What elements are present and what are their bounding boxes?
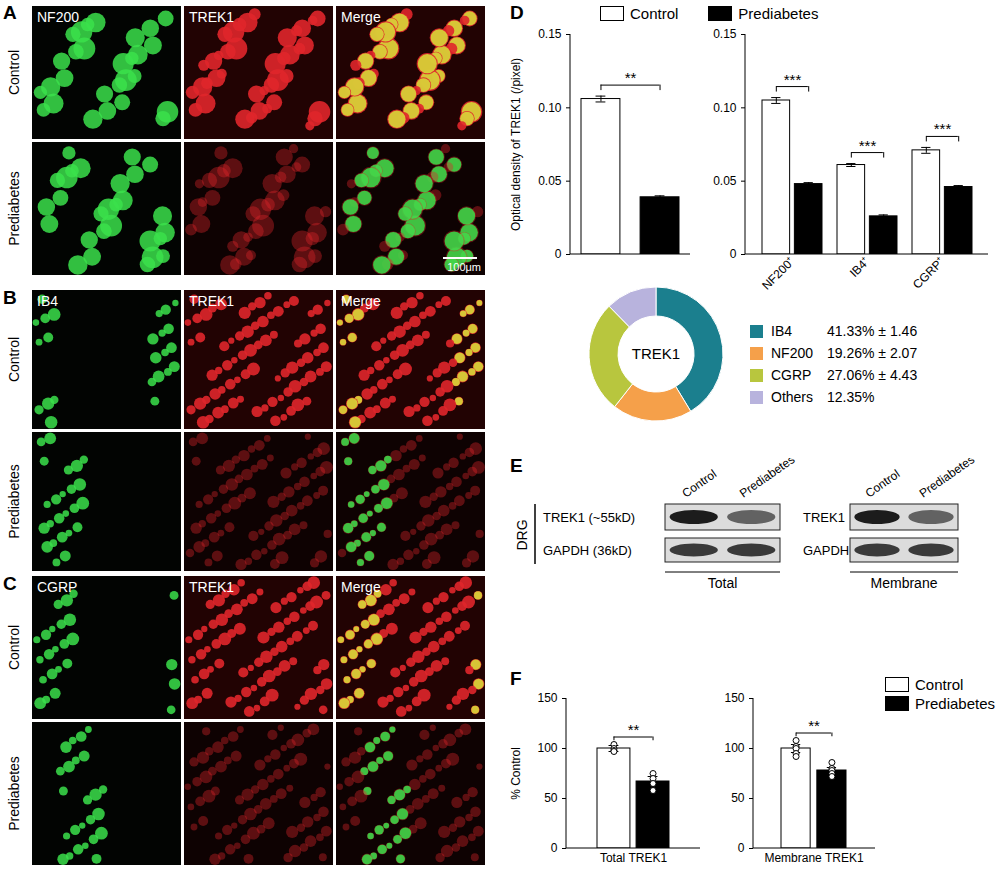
html-text:D: D <box>510 2 524 23</box>
html-text:C: C <box>3 573 17 594</box>
svg-text:**: ** <box>628 721 640 738</box>
html-text:E: E <box>510 455 523 476</box>
svg-text:Prediabetes: Prediabetes <box>737 458 797 500</box>
svg-text:TREK1 (~55kD): TREK1 (~55kD) <box>543 510 635 525</box>
svg-text:GAPDH (36kD): GAPDH (36kD) <box>543 543 632 558</box>
html-text:41.33% ± 1.46: 41.33% ± 1.46 <box>827 323 918 339</box>
svg-text:50: 50 <box>731 791 745 805</box>
svg-text:50: 50 <box>544 791 558 805</box>
svg-text:Optical density of TREK1 (/pix: Optical density of TREK1 (/pixel) <box>509 58 523 231</box>
svg-text:Total: Total <box>708 575 738 591</box>
html-text:CGRP: CGRP <box>771 367 812 383</box>
svg-text:NF200⁺: NF200⁺ <box>759 254 797 292</box>
svg-text:0: 0 <box>730 247 737 261</box>
svg-text:Prediabetes: Prediabetes <box>917 458 977 500</box>
svg-text:100: 100 <box>724 741 744 755</box>
svg-text:CGRP: CGRP <box>37 579 77 595</box>
svg-text:Membrane TREK1: Membrane TREK1 <box>764 851 863 865</box>
svg-text:0: 0 <box>551 841 558 855</box>
html-text:B: B <box>3 287 17 308</box>
svg-text:**: ** <box>808 717 820 734</box>
svg-text:0.05: 0.05 <box>538 174 562 188</box>
html-text:27.06% ± 4.43: 27.06% ± 4.43 <box>827 367 918 383</box>
html-text:Prediabetes: Prediabetes <box>915 695 996 712</box>
svg-text:CGRP⁺: CGRP⁺ <box>910 254 947 291</box>
svg-text:TREK1: TREK1 <box>189 9 234 25</box>
svg-text:0.10: 0.10 <box>713 101 737 115</box>
html-text:F: F <box>510 668 522 689</box>
svg-text:100μm: 100μm <box>447 261 481 273</box>
svg-text:***: *** <box>784 71 802 88</box>
svg-text:Merge: Merge <box>341 579 381 595</box>
html-text:Others: Others <box>771 389 813 405</box>
html-text:Prediabetes: Prediabetes <box>738 5 819 22</box>
svg-text:***: *** <box>934 120 952 137</box>
svg-text:TREK1: TREK1 <box>803 510 845 525</box>
svg-text:Merge: Merge <box>341 9 381 25</box>
svg-text:***: *** <box>859 137 877 154</box>
svg-text:% Control: % Control <box>509 747 523 800</box>
svg-text:0.15: 0.15 <box>713 27 737 41</box>
svg-text:Prediabetes: Prediabetes <box>6 171 22 246</box>
html-text:IB4: IB4 <box>771 323 792 339</box>
svg-text:TREK1: TREK1 <box>189 579 234 595</box>
svg-text:IB4: IB4 <box>37 293 58 309</box>
svg-text:DRG: DRG <box>514 519 530 550</box>
svg-text:**: ** <box>625 69 637 86</box>
svg-text:150: 150 <box>537 691 557 705</box>
html-text:A: A <box>3 2 17 23</box>
svg-text:Control: Control <box>863 467 903 501</box>
svg-text:Prediabetes: Prediabetes <box>6 756 22 831</box>
html-text:Control: Control <box>915 676 964 693</box>
html-text:Control: Control <box>630 5 679 22</box>
html-text:NF200: NF200 <box>771 345 813 361</box>
svg-text:IB4⁺: IB4⁺ <box>847 254 872 279</box>
svg-text:Total TREK1: Total TREK1 <box>600 851 667 865</box>
svg-text:0.05: 0.05 <box>713 174 737 188</box>
svg-text:GAPDH: GAPDH <box>803 543 849 558</box>
svg-text:0: 0 <box>555 247 562 261</box>
svg-text:100: 100 <box>537 741 557 755</box>
svg-text:Control: Control <box>6 625 22 670</box>
svg-text:Merge: Merge <box>341 293 381 309</box>
svg-text:Membrane: Membrane <box>871 575 938 591</box>
svg-text:Prediabetes: Prediabetes <box>6 464 22 539</box>
svg-text:Control: Control <box>679 467 719 501</box>
svg-text:0: 0 <box>738 841 745 855</box>
svg-text:0.15: 0.15 <box>538 27 562 41</box>
svg-text:Control: Control <box>6 50 22 95</box>
svg-text:NF200: NF200 <box>37 9 79 25</box>
svg-text:150: 150 <box>724 691 744 705</box>
html-text:19.26% ± 2.07: 19.26% ± 2.07 <box>827 345 918 361</box>
svg-text:TREK1: TREK1 <box>189 293 234 309</box>
svg-text:0.10: 0.10 <box>538 101 562 115</box>
svg-text:TREK1: TREK1 <box>632 345 680 362</box>
svg-text:Control: Control <box>6 337 22 382</box>
html-text:12.35%: 12.35% <box>827 389 875 405</box>
